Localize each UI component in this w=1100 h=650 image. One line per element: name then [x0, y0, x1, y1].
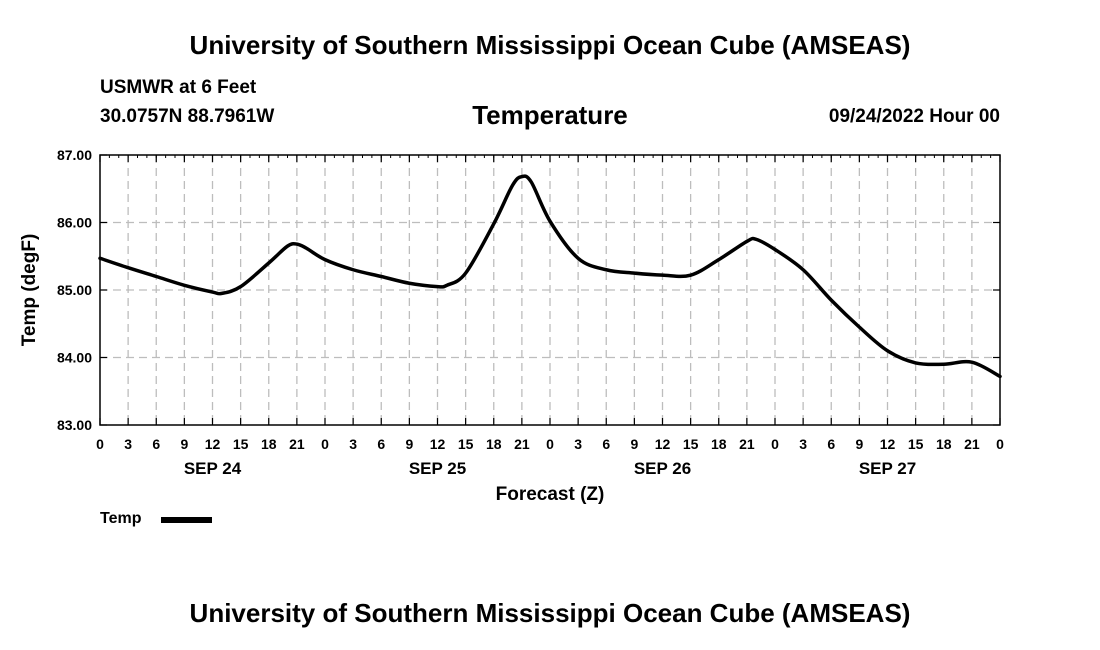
day-label: SEP 27	[859, 459, 916, 478]
coordinates-label: 30.0757N 88.7961W	[100, 106, 275, 127]
x-tick-label: 21	[964, 436, 980, 452]
x-tick-label: 6	[377, 436, 385, 452]
x-tick-label: 3	[124, 436, 132, 452]
footer-title: University of Southern Mississippi Ocean…	[189, 598, 911, 628]
x-tick-label: 6	[602, 436, 610, 452]
y-tick-label: 87.00	[57, 147, 92, 163]
x-tick-label: 15	[908, 436, 924, 452]
y-tick-label: 83.00	[57, 417, 92, 433]
day-label: SEP 24	[184, 459, 242, 478]
x-tick-label: 18	[936, 436, 952, 452]
main-title: University of Southern Mississippi Ocean…	[189, 30, 911, 60]
x-tick-label: 12	[880, 436, 896, 452]
legend-label: Temp	[100, 510, 142, 527]
x-tick-label: 9	[630, 436, 638, 452]
x-tick-label: 15	[233, 436, 249, 452]
x-tick-label: 21	[739, 436, 755, 452]
y-tick-label: 85.00	[57, 282, 92, 298]
x-tick-label: 18	[486, 436, 502, 452]
x-tick-label: 0	[996, 436, 1004, 452]
forecast-datetime: 09/24/2022 Hour 00	[828, 106, 1000, 127]
x-tick-label: 0	[546, 436, 554, 452]
x-tick-label: 9	[855, 436, 863, 452]
legend-line-swatch	[161, 517, 212, 523]
station-label: USMWR at 6 Feet	[100, 77, 257, 98]
x-tick-label: 9	[405, 436, 413, 452]
x-tick-label: 0	[321, 436, 329, 452]
y-axis-label: Temp (degF)	[19, 234, 40, 347]
x-tick-label: 6	[152, 436, 160, 452]
x-tick-label: 18	[261, 436, 277, 452]
temp-series-line	[98, 174, 1002, 379]
x-tick-label: 0	[771, 436, 779, 452]
x-tick-label: 0	[96, 436, 104, 452]
grid	[100, 155, 1000, 425]
x-tick-label: 9	[180, 436, 188, 452]
y-tick-label: 84.00	[57, 350, 92, 366]
x-tick-label: 21	[289, 436, 305, 452]
day-label: SEP 26	[634, 459, 691, 478]
x-tick-label: 18	[711, 436, 727, 452]
x-axis-label: Forecast (Z)	[496, 484, 605, 505]
day-label: SEP 25	[409, 459, 466, 478]
x-tick-label: 12	[205, 436, 221, 452]
x-tick-label: 21	[514, 436, 530, 452]
x-tick-label: 15	[458, 436, 474, 452]
plot-frame	[99, 154, 1001, 426]
x-tick-label: 3	[799, 436, 807, 452]
y-tick-label: 86.00	[57, 215, 92, 231]
axis-labels: 83.00 84.00 85.00 86.00 87.00 0 3 6 9 12 15 18 21 0 3 6…	[57, 147, 1004, 478]
x-tick-label: 15	[683, 436, 699, 452]
x-tick-label: 6	[827, 436, 835, 452]
x-tick-label: 3	[574, 436, 582, 452]
x-tick-label: 3	[349, 436, 357, 452]
chart-title: Temperature	[472, 100, 628, 130]
x-tick-label: 12	[430, 436, 446, 452]
x-tick-label: 12	[655, 436, 671, 452]
